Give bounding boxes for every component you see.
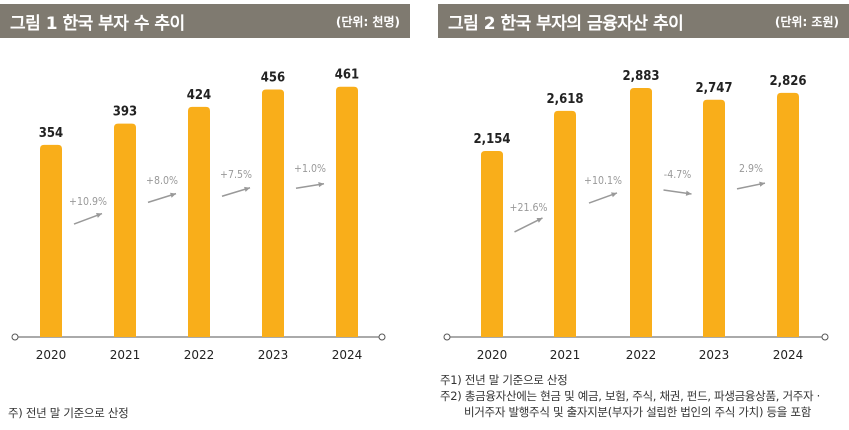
- x-tick-label: 2020: [477, 348, 508, 362]
- growth-arrow-head: [536, 217, 543, 223]
- data-label: 2,618: [547, 92, 584, 107]
- growth-label: +7.5%: [220, 169, 252, 181]
- bar: [188, 106, 210, 337]
- bar: [554, 110, 576, 338]
- x-tick-label: 2024: [332, 348, 363, 362]
- bar: [630, 88, 652, 337]
- chart-title: 그림 1 한국 부자 수 추이: [10, 13, 185, 34]
- growth-arrow-head: [96, 213, 102, 218]
- chart-note: 주2) 총금융자산에는 현금 및 예금, 보험, 주식, 채권, 펀드, 파생금…: [440, 389, 820, 403]
- data-label: 354: [39, 126, 63, 141]
- growth-arrow-head: [611, 192, 617, 198]
- x-tick-label: 2021: [110, 348, 141, 362]
- chart-header: 그림 2 한국 부자의 금융자산 추이 (단위: 조원): [438, 4, 849, 38]
- growth-arrow-head: [759, 181, 765, 187]
- data-label: 2,154: [474, 132, 511, 147]
- bar: [336, 86, 358, 337]
- chart-unit: (단위: 천명): [335, 14, 400, 29]
- chart-title: 그림 2 한국 부자의 금융자산 추이: [448, 13, 684, 34]
- growth-arrow-head: [170, 192, 176, 198]
- growth-label: 2.9%: [739, 163, 763, 175]
- growth-label: -4.7%: [664, 169, 691, 181]
- bar: [40, 144, 62, 337]
- data-label: 2,747: [696, 81, 733, 96]
- x-tick-label: 2023: [699, 348, 730, 362]
- growth-label: +10.9%: [69, 196, 107, 208]
- growth-label: +1.0%: [294, 163, 326, 175]
- chart-header: 그림 1 한국 부자 수 추이 (단위: 천명): [0, 4, 410, 38]
- x-tick-label: 2021: [550, 348, 581, 362]
- chart-note: 비거주자 발행주식 및 출자지분(부자가 설립한 법인의 주식 가치) 등을 포…: [464, 405, 811, 419]
- data-label: 2,883: [623, 69, 660, 84]
- growth-arrow-head: [685, 190, 692, 196]
- chart-note: 주) 전년 말 기준으로 산정: [8, 406, 129, 420]
- chart-note: 주1) 전년 말 기준으로 산정: [440, 373, 568, 387]
- bar: [114, 123, 136, 338]
- growth-arrow-head: [244, 186, 250, 192]
- axis-end-marker: [378, 333, 386, 341]
- x-tick-label: 2023: [258, 348, 289, 362]
- x-tick-label: 2024: [773, 348, 804, 362]
- axis-end-marker: [11, 333, 19, 341]
- chart-unit: (단위: 조원): [774, 14, 839, 29]
- axis-end-marker: [443, 333, 451, 341]
- data-label: 456: [261, 70, 285, 85]
- growth-arrow-head: [318, 182, 324, 188]
- axis-end-marker: [821, 333, 829, 341]
- bar: [777, 92, 799, 337]
- data-label: 424: [187, 88, 211, 103]
- bar: [262, 89, 284, 337]
- growth-label: +21.6%: [510, 202, 548, 214]
- growth-label: +10.1%: [584, 175, 622, 187]
- growth-label: +8.0%: [146, 175, 178, 187]
- data-label: 2,826: [770, 74, 807, 89]
- data-label: 461: [335, 68, 359, 83]
- x-tick-label: 2022: [626, 348, 657, 362]
- bar: [481, 150, 503, 337]
- x-tick-label: 2020: [36, 348, 67, 362]
- bar: [703, 99, 725, 337]
- data-label: 393: [113, 105, 137, 120]
- x-tick-label: 2022: [184, 348, 215, 362]
